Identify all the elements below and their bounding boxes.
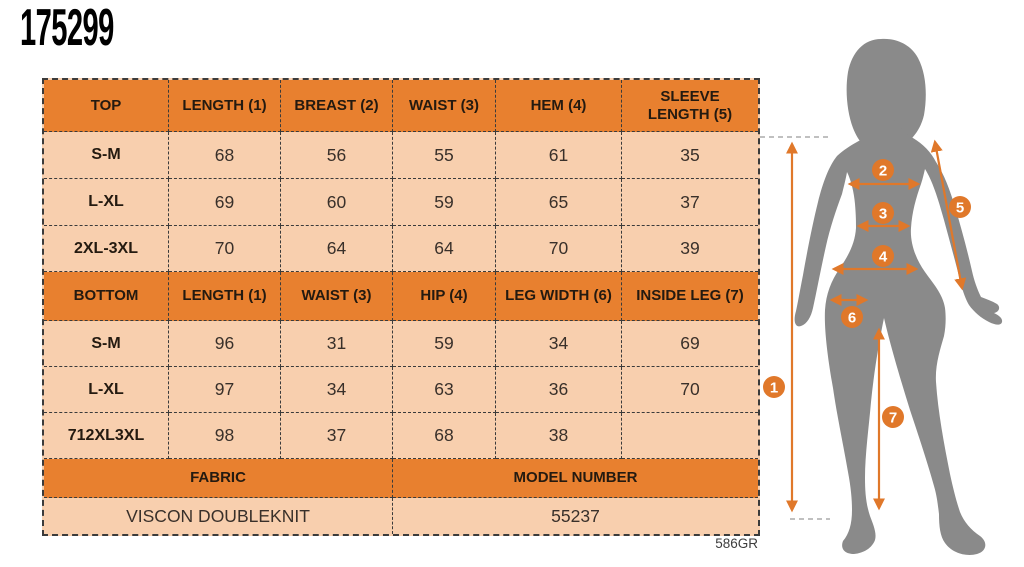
measurement-value: 68	[393, 413, 496, 459]
measurement-value: 37	[622, 179, 758, 226]
size-label: L-XL	[44, 367, 169, 413]
measurement-value: 34	[281, 367, 393, 413]
marker-6-icon	[841, 306, 863, 328]
column-header-breast: BREAST (2)	[281, 80, 393, 132]
column-header-leg-width: LEG WIDTH (6)	[496, 272, 622, 321]
size-label: 2XL-3XL	[44, 226, 169, 272]
measurement-value: 59	[393, 321, 496, 367]
model-number-value: 55237	[393, 498, 758, 534]
size-label: 712XL3XL	[44, 413, 169, 459]
marker-7-icon	[882, 406, 904, 428]
measurement-value: 59	[393, 179, 496, 226]
marker-2-label: 2	[879, 162, 887, 179]
marker-3-icon	[872, 202, 894, 224]
measurement-value: 61	[496, 132, 622, 179]
measurement-value: 97	[169, 367, 281, 413]
marker-2-icon	[872, 159, 894, 181]
product-code: 175299	[20, 0, 114, 57]
measurement-value: 63	[393, 367, 496, 413]
measurement-value: 60	[281, 179, 393, 226]
size-label: S-M	[44, 321, 169, 367]
arrow-sleeve-5	[930, 139, 967, 291]
column-header-length: LENGTH (1)	[169, 80, 281, 132]
column-header-waist: WAIST (3)	[281, 272, 393, 321]
column-header-inside-leg: INSIDE LEG (7)	[622, 272, 758, 321]
marker-1-icon	[763, 376, 785, 398]
size-chart-table: TOP LENGTH (1) BREAST (2) WAIST (3) HEM …	[42, 78, 760, 536]
measurement-value: 70	[169, 226, 281, 272]
measurement-value: 64	[393, 226, 496, 272]
measurement-value: 69	[622, 321, 758, 367]
marker-5-icon	[949, 196, 971, 218]
woman-silhouette-icon	[794, 38, 1003, 555]
measurement-value: 98	[169, 413, 281, 459]
measurement-value: 39	[622, 226, 758, 272]
column-header-waist: WAIST (3)	[393, 80, 496, 132]
size-label: S-M	[44, 132, 169, 179]
fabric-value: VISCON DOUBLEKNIT	[44, 498, 393, 534]
measurement-value	[622, 413, 758, 459]
measurement-value: 35	[622, 132, 758, 179]
measurement-value: 70	[622, 367, 758, 413]
fabric-header: FABRIC	[44, 459, 393, 498]
column-header-sleeve-length: SLEEVE LENGTH (5)	[622, 80, 758, 132]
top-section-header: TOP	[44, 80, 169, 132]
measurement-value: 70	[496, 226, 622, 272]
marker-4-label: 4	[879, 248, 888, 265]
bottom-section-header: BOTTOM	[44, 272, 169, 321]
measurement-diagram: 1 2 3 4 5 6 7	[760, 38, 1003, 555]
size-label: L-XL	[44, 179, 169, 226]
model-number-header: MODEL NUMBER	[393, 459, 758, 498]
measurement-value: 34	[496, 321, 622, 367]
marker-7-label: 7	[889, 409, 897, 426]
marker-1-label: 1	[770, 379, 778, 396]
measurement-value: 65	[496, 179, 622, 226]
measurement-figure: 1 2 3 4 5 6 7	[760, 30, 1024, 567]
column-header-length: LENGTH (1)	[169, 272, 281, 321]
measurement-value: 69	[169, 179, 281, 226]
measurement-value: 55	[393, 132, 496, 179]
measurement-value: 64	[281, 226, 393, 272]
measurement-value: 56	[281, 132, 393, 179]
marker-3-label: 3	[879, 205, 887, 222]
marker-4-icon	[872, 245, 894, 267]
measurement-value: 96	[169, 321, 281, 367]
reference-code: 586GR	[715, 536, 758, 551]
measurement-value: 38	[496, 413, 622, 459]
column-header-hip: HIP (4)	[393, 272, 496, 321]
marker-5-label: 5	[956, 199, 964, 216]
measurement-value: 31	[281, 321, 393, 367]
measurement-value: 36	[496, 367, 622, 413]
column-header-hem: HEM (4)	[496, 80, 622, 132]
measurement-value: 37	[281, 413, 393, 459]
figure-markers: 1 2 3 4 5 6 7	[763, 159, 971, 428]
measurement-value: 68	[169, 132, 281, 179]
marker-6-label: 6	[848, 309, 856, 326]
